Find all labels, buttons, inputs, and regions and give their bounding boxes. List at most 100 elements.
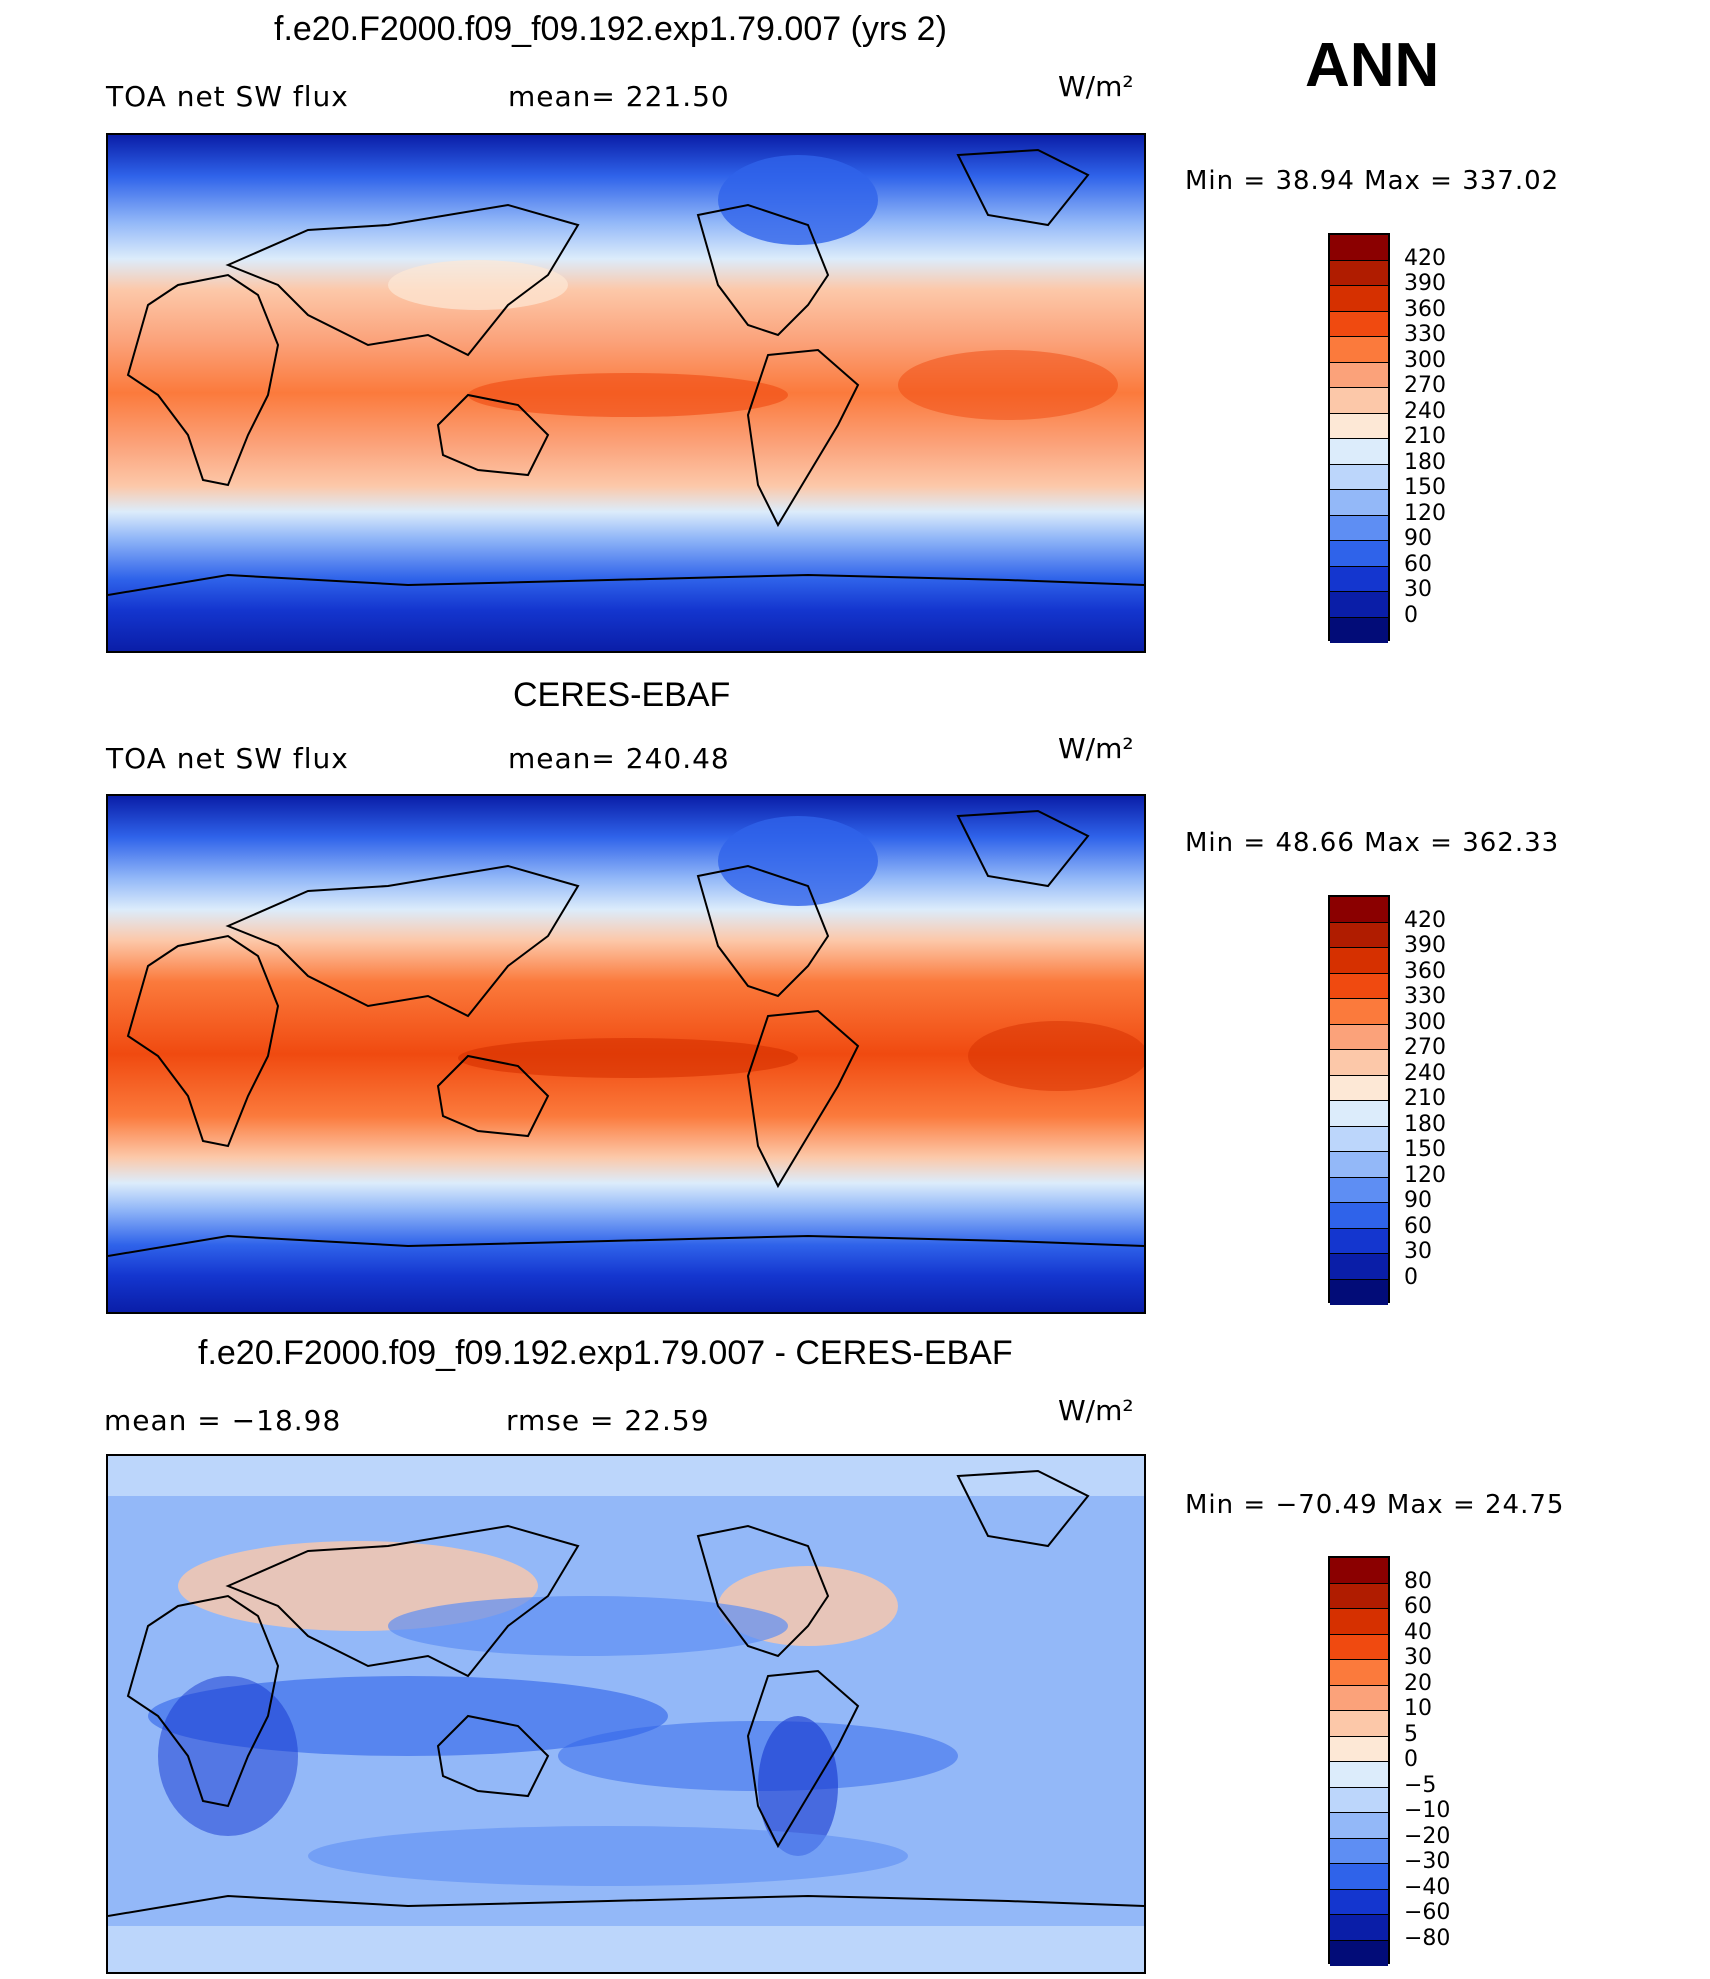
colorbar-tick-label: 40	[1404, 1619, 1432, 1645]
colorbar-tick-label: 60	[1404, 551, 1432, 577]
colorbar-tick-label: 300	[1404, 1009, 1446, 1035]
colorbar-tick-label: 60	[1404, 1213, 1432, 1239]
colorbar-swatch	[1330, 1762, 1388, 1788]
colorbar-swatch	[1330, 388, 1388, 414]
colorbar-swatch	[1330, 1660, 1388, 1686]
colorbar-tick-label: 120	[1404, 1162, 1446, 1188]
colorbar-swatch	[1330, 1203, 1388, 1229]
colorbar-swatch	[1330, 617, 1388, 643]
colorbar-tick-label: 210	[1404, 424, 1446, 449]
colorbar-tick-label: 90	[1404, 526, 1432, 551]
colorbar-tick-label: 270	[1404, 373, 1446, 398]
colorbar-tick-label: 5	[1404, 1721, 1418, 1747]
colorbar-tick-label: 0	[1404, 602, 1418, 628]
colorbar-swatch	[1330, 362, 1388, 388]
colorbar-tick-label: 60	[1404, 1594, 1432, 1619]
colorbar-swatch	[1330, 566, 1388, 592]
colorbar-tick-label: −60	[1404, 1900, 1451, 1925]
colorbar-swatch	[1330, 413, 1388, 439]
colorbar-tick-label: 10	[1404, 1696, 1432, 1721]
panel-diff-mean: mean = −18.98	[104, 1404, 342, 1437]
colorbar-swatch	[1330, 1889, 1388, 1915]
colorbar-swatch	[1330, 1915, 1388, 1941]
colorbar-swatch	[1330, 337, 1388, 363]
panel-obs-title: CERES-EBAF	[513, 676, 731, 714]
colorbar-swatch	[1330, 1152, 1388, 1178]
panel-model-variable: TOA net SW flux	[106, 80, 349, 113]
colorbar-swatch	[1330, 1254, 1388, 1280]
colorbar-swatch	[1330, 1940, 1388, 1966]
map-model-plot	[108, 135, 1144, 651]
colorbar-swatch	[1330, 1075, 1388, 1101]
colorbar-tick-label: 360	[1404, 296, 1446, 322]
map-obs	[106, 794, 1146, 1314]
colorbar-swatch	[1330, 1736, 1388, 1762]
colorbar-swatch	[1330, 286, 1388, 312]
colorbar-swatch	[1330, 1685, 1388, 1711]
panel-diff-minmax: Min = −70.49 Max = 24.75	[1185, 1490, 1565, 1520]
colorbar-model	[1328, 233, 1390, 643]
colorbar-tick-label: 150	[1404, 1137, 1446, 1162]
colorbar-tick-label: −10	[1404, 1798, 1451, 1823]
colorbar-swatch	[1330, 1787, 1388, 1813]
colorbar-tick-label: 180	[1404, 1111, 1446, 1137]
colorbar-swatch	[1330, 311, 1388, 337]
colorbar-swatch	[1330, 1711, 1388, 1737]
colorbar-tick-label: 20	[1404, 1670, 1432, 1696]
colorbar-tick-label: −30	[1404, 1849, 1451, 1874]
map-diff-coastlines	[108, 1469, 1144, 1917]
colorbar-tick-label: 420	[1404, 907, 1446, 933]
colorbar-swatch	[1330, 1558, 1388, 1584]
map-model	[106, 133, 1146, 653]
colorbar-swatch	[1330, 973, 1388, 999]
panel-diff-title: f.e20.F2000.f09_f09.192.exp1.79.007 - CE…	[198, 1334, 1013, 1372]
colorbar-swatch	[1330, 1177, 1388, 1203]
colorbar-tick-label: −40	[1404, 1874, 1451, 1900]
colorbar-tick-label: 240	[1404, 398, 1446, 424]
panel-obs-mean: mean= 240.48	[508, 742, 730, 775]
colorbar-tick-label: 80	[1404, 1568, 1432, 1594]
colorbar-tick-label: 330	[1404, 322, 1446, 347]
colorbar-swatch	[1330, 490, 1388, 516]
colorbar-swatch	[1330, 235, 1388, 261]
colorbar-tick-label: −5	[1404, 1772, 1437, 1798]
colorbar-swatch	[1330, 1228, 1388, 1254]
colorbar-tick-label: 150	[1404, 475, 1446, 500]
colorbar-tick-label: 300	[1404, 347, 1446, 373]
colorbar-tick-label: 390	[1404, 271, 1446, 296]
colorbar-tick-label: 210	[1404, 1086, 1446, 1111]
colorbar-tick-label: 0	[1404, 1747, 1418, 1772]
colorbar-tick-label: 120	[1404, 500, 1446, 526]
colorbar-tick-label: 240	[1404, 1060, 1446, 1086]
colorbar-swatch	[1330, 515, 1388, 541]
colorbar-swatch	[1330, 439, 1388, 465]
colorbar-obs	[1328, 895, 1390, 1305]
map-model-coastlines	[108, 148, 1144, 596]
panel-model-mean: mean= 221.50	[508, 80, 730, 113]
colorbar-tick-label: 420	[1404, 245, 1446, 271]
colorbar-tick-label: 270	[1404, 1035, 1446, 1060]
panel-obs-units: W/m²	[1058, 732, 1134, 765]
colorbar-swatch	[1330, 541, 1388, 567]
colorbar-tick-label: 30	[1404, 1239, 1432, 1264]
map-obs-coastlines	[108, 809, 1144, 1257]
colorbar-swatch	[1330, 260, 1388, 286]
colorbar-tick-label: −20	[1404, 1823, 1451, 1849]
panel-obs-variable: TOA net SW flux	[106, 742, 349, 775]
panel-model-units: W/m²	[1058, 70, 1134, 103]
colorbar-tick-label: 390	[1404, 933, 1446, 958]
colorbar-tick-label: −80	[1404, 1925, 1451, 1951]
colorbar-diff	[1328, 1556, 1390, 1966]
panel-diff-units: W/m²	[1058, 1394, 1134, 1427]
colorbar-swatch	[1330, 948, 1388, 974]
colorbar-swatch	[1330, 1634, 1388, 1660]
colorbar-swatch	[1330, 1583, 1388, 1609]
colorbar-swatch	[1330, 922, 1388, 948]
colorbar-swatch	[1330, 1101, 1388, 1127]
colorbar-tick-label: 30	[1404, 1645, 1432, 1670]
colorbar-swatch	[1330, 1126, 1388, 1152]
colorbar-tick-label: 0	[1404, 1264, 1418, 1290]
map-diff-plot	[108, 1456, 1144, 1972]
colorbar-swatch	[1330, 1024, 1388, 1050]
season-label: ANN	[1305, 31, 1440, 100]
